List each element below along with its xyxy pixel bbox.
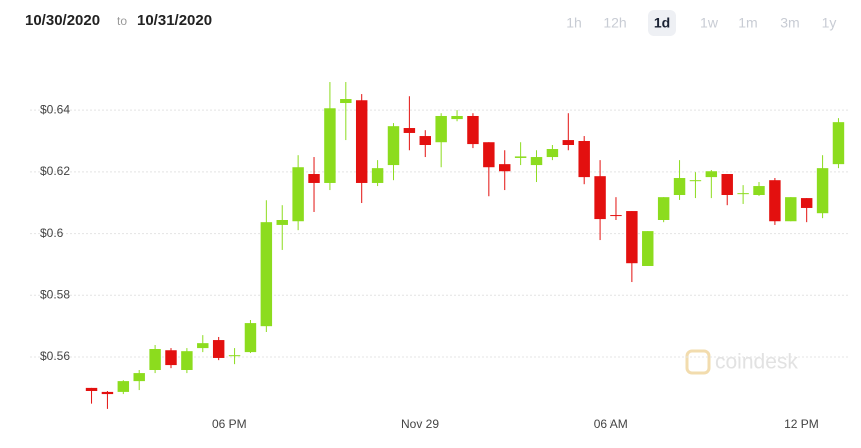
candle-body: [435, 115, 447, 143]
candle-body: [705, 171, 718, 178]
candle-body: [642, 231, 654, 266]
date-to: 10/31/2020: [137, 12, 212, 29]
date-from: 10/30/2020: [25, 12, 100, 29]
candle-body: [101, 391, 114, 395]
candle-body: [149, 349, 161, 370]
candle-body: [308, 174, 320, 183]
candle-body: [419, 136, 431, 145]
range-button[interactable]: 1y: [822, 15, 837, 31]
candle-body: [800, 198, 813, 208]
candle-body: [387, 126, 400, 166]
candle-body: [514, 156, 527, 158]
candle-body: [626, 211, 638, 264]
candle-body: [117, 381, 130, 392]
candle-body: [451, 115, 463, 120]
candle-body: [657, 197, 670, 220]
range-button[interactable]: 12h: [603, 15, 626, 31]
range-button-bg: [648, 10, 676, 36]
candle-body: [228, 355, 241, 357]
y-tick-label: $0.62: [40, 164, 70, 178]
candle-body: [753, 186, 765, 195]
y-tick-label: $0.64: [40, 102, 70, 116]
x-tick-label: 06 PM: [212, 417, 247, 431]
candle-body: [133, 373, 145, 382]
watermark-logo: [685, 349, 711, 375]
candle-body: [610, 215, 622, 217]
candle-body: [403, 128, 416, 133]
watermark-text: coindesk: [715, 351, 798, 374]
candle-body: [499, 164, 511, 172]
range-button[interactable]: 3m: [780, 15, 799, 31]
candle-body: [197, 343, 209, 349]
candle-body: [371, 168, 384, 183]
range-button[interactable]: 1m: [738, 15, 757, 31]
y-tick-label: $0.56: [40, 349, 70, 363]
candle-body: [562, 140, 575, 145]
range-button[interactable]: 1h: [566, 15, 582, 31]
range-buttons: 1h 12h 1d 1w 1m 3m 1y: [566, 10, 836, 36]
candle-body: [737, 193, 749, 195]
candle-body: [244, 323, 257, 353]
x-tick-label: Nov 29: [401, 417, 439, 431]
candle-body: [530, 157, 543, 166]
candle-body: [165, 350, 177, 366]
range-button[interactable]: 1w: [700, 15, 719, 31]
candle-body: [721, 174, 733, 195]
candle-body: [355, 100, 368, 183]
candle-body: [212, 340, 225, 358]
y-tick-label: $0.58: [40, 287, 70, 301]
candle-body: [785, 197, 797, 222]
candle-body: [832, 122, 845, 165]
candle-body: [467, 115, 479, 145]
candle-body: [689, 180, 702, 182]
candle-body: [340, 99, 352, 104]
y-tick-label: $0.6: [40, 226, 64, 240]
candle-body: [292, 167, 304, 222]
candle-body: [578, 140, 590, 178]
watermark: coindesk: [685, 349, 798, 375]
range-button[interactable]: 1d: [654, 15, 670, 31]
candle-body: [483, 142, 495, 168]
candle-body: [769, 180, 781, 222]
candle-body: [594, 176, 606, 220]
candle-body: [816, 168, 829, 214]
candle-body: [276, 220, 288, 225]
candle-body: [324, 108, 336, 183]
x-tick-label: 06 AM: [594, 417, 628, 431]
plot-area: $0.56 $0.58 $0.6 $0.62 $0.64 06 PM Nov 29 06 AM…: [30, 82, 848, 431]
candle-body: [673, 178, 686, 195]
candle-body: [546, 149, 559, 158]
candle-body: [85, 387, 98, 391]
x-tick-label: 12 PM: [784, 417, 819, 431]
candle-body: [181, 351, 193, 370]
candle-body: [260, 222, 273, 327]
date-to-word: to: [117, 14, 127, 28]
